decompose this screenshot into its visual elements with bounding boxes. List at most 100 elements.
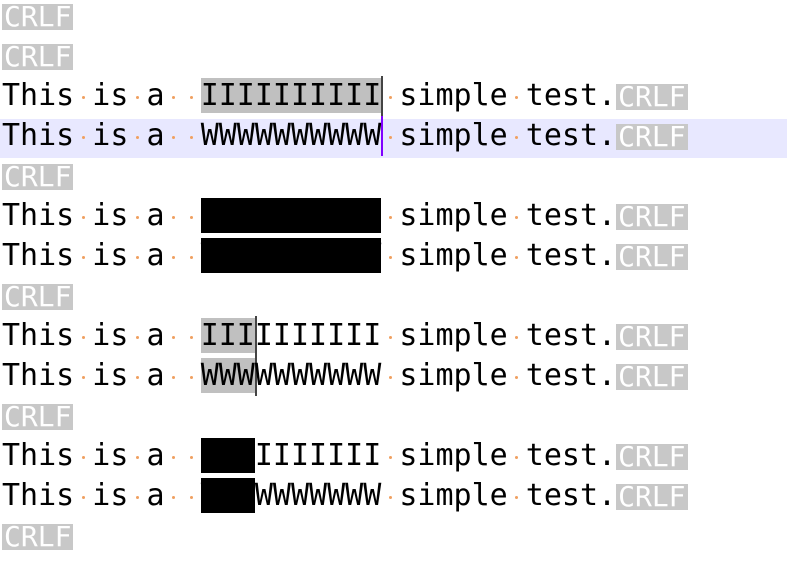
line-text: This is a IIIIIIIIII simple test.CRLF bbox=[2, 316, 688, 356]
whitespace-dot bbox=[81, 216, 85, 219]
editor-line: This is a WWWWWWWWWW simple test.CRLF bbox=[0, 476, 787, 519]
whitespace-dot bbox=[388, 496, 392, 499]
whitespace-dot bbox=[515, 496, 519, 499]
eol-marker: CRLF bbox=[616, 239, 688, 273]
line-text: CRLF bbox=[2, 396, 74, 436]
line-text: This is a IIIIIIIIII simple test.CRLF bbox=[2, 436, 688, 476]
whitespace-dot bbox=[515, 256, 519, 259]
text-segment: simple test. bbox=[381, 118, 617, 153]
editor-line: This is a WWWWWWWWWW simple test.CRLF bbox=[0, 236, 787, 279]
line-text: This is a WWWWWWWWWW simple test.CRLF bbox=[2, 476, 688, 516]
text-segment: WWWWWWW simple test. bbox=[254, 358, 617, 393]
eol-marker: CRLF bbox=[616, 119, 688, 153]
editor-line: CRLF bbox=[0, 519, 787, 559]
whitespace-dot bbox=[135, 336, 139, 339]
line-text: This is a IIIIIIIIII simple test.CRLF bbox=[2, 196, 688, 236]
eol-marker: CRLF bbox=[616, 359, 688, 393]
text-segment: simple test. bbox=[381, 238, 617, 273]
whitespace-dot bbox=[135, 96, 139, 99]
whitespace-dot bbox=[172, 376, 176, 379]
whitespace-dot bbox=[190, 456, 194, 459]
editor-line: CRLF bbox=[0, 399, 787, 439]
whitespace-dot bbox=[190, 136, 194, 139]
whitespace-dot bbox=[190, 496, 194, 499]
editor-line: This is a IIIIIIIIII simple test.CRLF bbox=[0, 76, 787, 119]
caret bbox=[381, 76, 384, 116]
whitespace-dot bbox=[172, 256, 176, 259]
text-segment: This is a bbox=[2, 318, 201, 353]
text-segment: WWWWWWW simple test. bbox=[254, 478, 617, 513]
whitespace-dot bbox=[515, 96, 519, 99]
whitespace-dot bbox=[388, 96, 392, 99]
eol-marker: CRLF bbox=[616, 199, 688, 233]
caret bbox=[381, 116, 384, 156]
text-segment: simple test. bbox=[381, 78, 617, 113]
whitespace-dot bbox=[81, 456, 85, 459]
whitespace-dot bbox=[388, 456, 392, 459]
text-segment: This is a bbox=[2, 358, 201, 393]
text-segment: This is a bbox=[2, 438, 201, 473]
editor-line: This is a WWWWWWWWWW simple test.CRLF bbox=[0, 356, 787, 399]
selection: IIIIIIIIII bbox=[200, 198, 382, 233]
whitespace-dot bbox=[515, 216, 519, 219]
selection: WWW bbox=[200, 478, 255, 513]
whitespace-dot bbox=[515, 136, 519, 139]
line-text: CRLF bbox=[2, 276, 74, 316]
text-segment: IIIIIII simple test. bbox=[254, 438, 617, 473]
selection: III bbox=[200, 318, 255, 353]
whitespace-dot bbox=[135, 456, 139, 459]
selection: WWWWWWWWWW bbox=[200, 118, 382, 153]
line-text: CRLF bbox=[2, 156, 74, 196]
whitespace-dot bbox=[190, 216, 194, 219]
whitespace-dot bbox=[172, 136, 176, 139]
whitespace-dot bbox=[388, 256, 392, 259]
whitespace-dot bbox=[190, 256, 194, 259]
editor-line: This is a WWWWWWWWWW simple test.CRLF bbox=[0, 116, 787, 158]
selection: III bbox=[200, 438, 255, 473]
whitespace-dot bbox=[135, 256, 139, 259]
whitespace-dot bbox=[388, 216, 392, 219]
eol-marker: CRLF bbox=[616, 79, 688, 113]
whitespace-dot bbox=[135, 376, 139, 379]
whitespace-dot bbox=[190, 336, 194, 339]
text-segment: This is a bbox=[2, 198, 201, 233]
line-text: CRLF bbox=[2, 0, 74, 36]
text-segment: simple test. bbox=[381, 198, 617, 233]
whitespace-dot bbox=[135, 136, 139, 139]
whitespace-dot bbox=[388, 336, 392, 339]
selection: WWW bbox=[200, 358, 255, 393]
line-text: This is a IIIIIIIIII simple test.CRLF bbox=[2, 76, 688, 116]
eol-marker: CRLF bbox=[616, 439, 688, 473]
whitespace-dot bbox=[190, 96, 194, 99]
line-text: CRLF bbox=[2, 36, 74, 76]
eol-marker: CRLF bbox=[616, 479, 688, 513]
text-segment: This is a bbox=[2, 478, 201, 513]
eol-marker: CRLF bbox=[2, 399, 74, 433]
selection: WWWWWWWWWW bbox=[200, 238, 382, 273]
whitespace-dot bbox=[190, 376, 194, 379]
text-segment: This is a bbox=[2, 118, 201, 153]
editor-line: CRLF bbox=[0, 279, 787, 319]
editor-line: This is a IIIIIIIIII simple test.CRLF bbox=[0, 436, 787, 479]
eol-marker: CRLF bbox=[2, 519, 74, 553]
whitespace-dot bbox=[515, 456, 519, 459]
whitespace-dot bbox=[135, 216, 139, 219]
editor-line: CRLF bbox=[0, 0, 787, 39]
selection: IIIIIIIIII bbox=[200, 78, 382, 113]
whitespace-dot bbox=[388, 136, 392, 139]
whitespace-dot bbox=[172, 496, 176, 499]
whitespace-dot bbox=[172, 456, 176, 459]
whitespace-dot bbox=[388, 376, 392, 379]
caret bbox=[254, 316, 257, 356]
caret bbox=[254, 356, 257, 396]
whitespace-dot bbox=[81, 376, 85, 379]
line-text: CRLF bbox=[2, 516, 74, 556]
line-text: This is a WWWWWWWWWW simple test.CRLF bbox=[2, 116, 688, 156]
line-text: This is a WWWWWWWWWW simple test.CRLF bbox=[2, 236, 688, 276]
editor-line: CRLF bbox=[0, 39, 787, 79]
eol-marker: CRLF bbox=[2, 279, 74, 313]
whitespace-dot bbox=[172, 96, 176, 99]
whitespace-dot bbox=[515, 376, 519, 379]
whitespace-dot bbox=[172, 216, 176, 219]
